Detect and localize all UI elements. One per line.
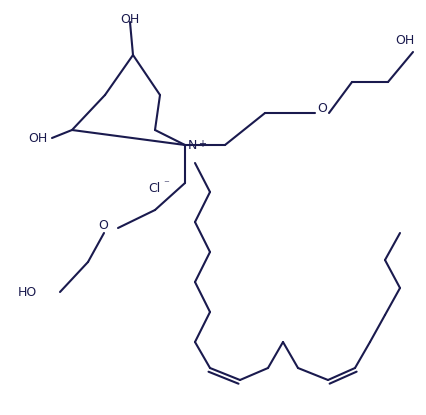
Text: OH: OH <box>120 13 139 26</box>
Text: OH: OH <box>28 132 47 144</box>
Text: OH: OH <box>394 34 413 46</box>
Text: O: O <box>317 102 326 115</box>
Text: Cl: Cl <box>148 181 160 195</box>
Text: N: N <box>187 139 197 151</box>
Text: HO: HO <box>18 286 37 298</box>
Text: O: O <box>98 219 108 232</box>
Text: ⁻: ⁻ <box>163 179 168 189</box>
Text: +: + <box>198 139 205 149</box>
